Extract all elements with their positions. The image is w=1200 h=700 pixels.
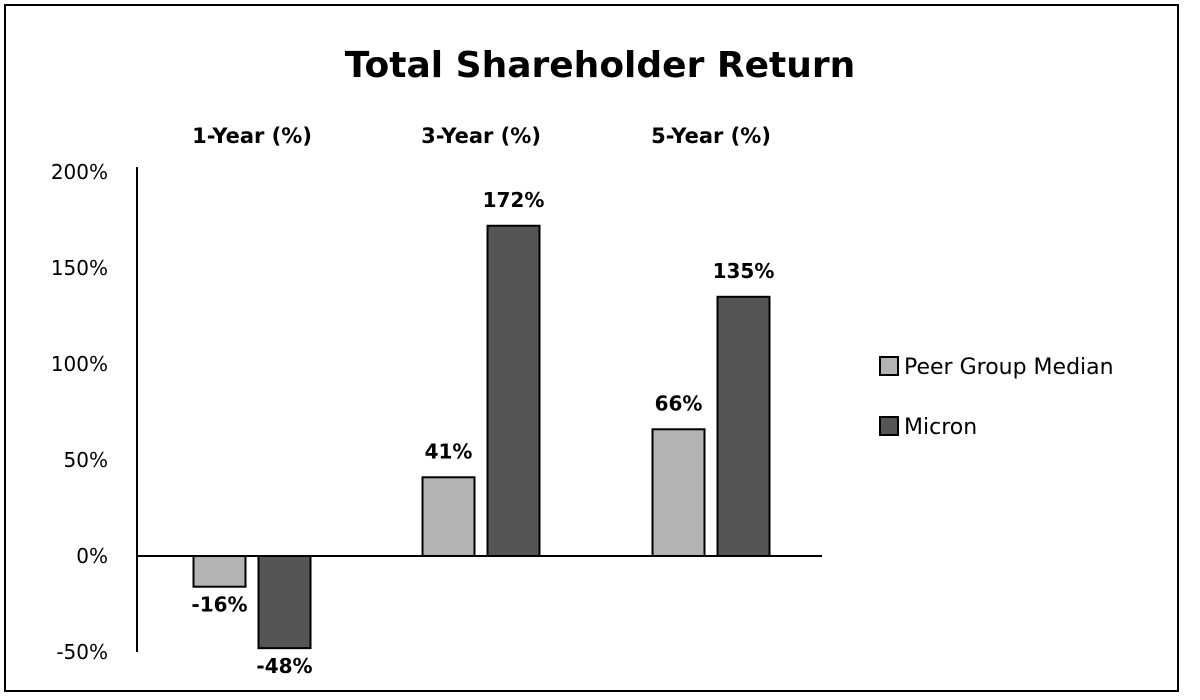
data-label: 41%: [425, 439, 473, 463]
data-label: 66%: [655, 391, 703, 415]
bar-peer-group-median: [421, 476, 476, 557]
bar-micron: [716, 295, 771, 557]
chart-title: Total Shareholder Return: [345, 45, 855, 86]
legend: Peer Group Median Micron: [879, 355, 1114, 440]
bar-peer-group-median: [651, 428, 706, 557]
legend-label: Peer Group Median: [904, 355, 1114, 380]
y-tick-label: 50%: [64, 448, 108, 472]
y-tick-label: 200%: [51, 160, 108, 184]
bars: [192, 224, 771, 650]
category-label: 5-Year (%): [651, 124, 771, 148]
data-label: -48%: [256, 654, 312, 678]
data-label: -16%: [191, 593, 247, 617]
legend-label: Micron: [904, 415, 977, 440]
bar-micron: [486, 224, 541, 557]
y-tick-label: -50%: [56, 640, 108, 664]
chart-border: [4, 4, 1179, 692]
category-label: 1-Year (%): [192, 124, 312, 148]
category-label: 3-Year (%): [421, 124, 541, 148]
y-tick-label: 0%: [76, 544, 108, 568]
data-labels: -16% 41% 66% -48% 172% 135%: [191, 188, 774, 678]
category-labels: 1-Year (%) 3-Year (%) 5-Year (%): [192, 124, 771, 148]
legend-swatch: [879, 416, 899, 436]
data-label: 172%: [483, 188, 545, 212]
y-tick-label: 100%: [51, 352, 108, 376]
y-axis: -50% 0% 50% 100% 150% 200%: [51, 160, 822, 664]
y-tick-label: 150%: [51, 256, 108, 280]
data-label: 135%: [713, 259, 775, 283]
legend-swatch: [879, 356, 899, 376]
bar-peer-group-median: [192, 555, 247, 588]
bar-micron: [257, 555, 312, 650]
